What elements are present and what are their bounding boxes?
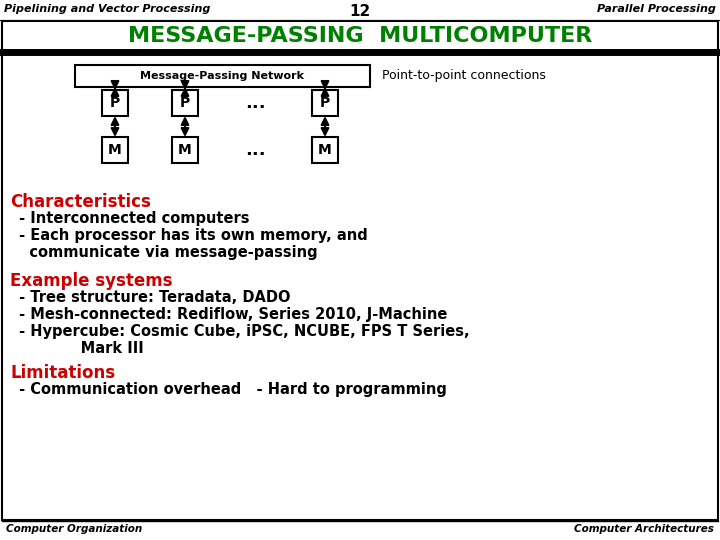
Text: MESSAGE-PASSING  MULTICOMPUTER: MESSAGE-PASSING MULTICOMPUTER [128, 26, 592, 46]
Bar [172, 137, 198, 163]
Bar [75, 65, 370, 87]
Text: - Communication overhead   - Hard to programming: - Communication overhead - Hard to progr… [14, 382, 447, 397]
Text: Limitations: Limitations [10, 364, 115, 382]
Text: Point-to-point connections: Point-to-point connections [382, 70, 546, 83]
Text: M: M [178, 143, 192, 157]
Bar [102, 90, 128, 116]
Text: Computer Architectures: Computer Architectures [574, 524, 714, 534]
Text: P: P [180, 96, 190, 110]
Text: Characteristics: Characteristics [10, 193, 151, 211]
Bar [172, 90, 198, 116]
Bar [312, 90, 338, 116]
Text: Example systems: Example systems [10, 272, 173, 290]
Bar [312, 137, 338, 163]
Text: Pipelining and Vector Processing: Pipelining and Vector Processing [4, 4, 210, 14]
Text: P: P [110, 96, 120, 110]
Text: - Mesh-connected: Rediflow, Series 2010, J-Machine: - Mesh-connected: Rediflow, Series 2010,… [14, 307, 447, 322]
Text: Parallel Processing: Parallel Processing [597, 4, 716, 14]
Text: Computer Organization: Computer Organization [6, 524, 143, 534]
Text: Message-Passing Network: Message-Passing Network [140, 71, 305, 81]
Bar [102, 137, 128, 163]
Text: ...: ... [245, 94, 265, 112]
Text: P: P [320, 96, 330, 110]
Text: M: M [318, 143, 332, 157]
Text: - Each processor has its own memory, and
   communicate via message-passing: - Each processor has its own memory, and… [14, 228, 368, 260]
Text: ...: ... [245, 141, 265, 159]
Text: - Tree structure: Teradata, DADO: - Tree structure: Teradata, DADO [14, 290, 290, 305]
Text: - Interconnected computers: - Interconnected computers [14, 211, 250, 226]
Text: 12: 12 [349, 4, 371, 19]
Text: M: M [108, 143, 122, 157]
Text: - Hypercube: Cosmic Cube, iPSC, NCUBE, FPS T Series,
             Mark III: - Hypercube: Cosmic Cube, iPSC, NCUBE, F… [14, 324, 469, 356]
